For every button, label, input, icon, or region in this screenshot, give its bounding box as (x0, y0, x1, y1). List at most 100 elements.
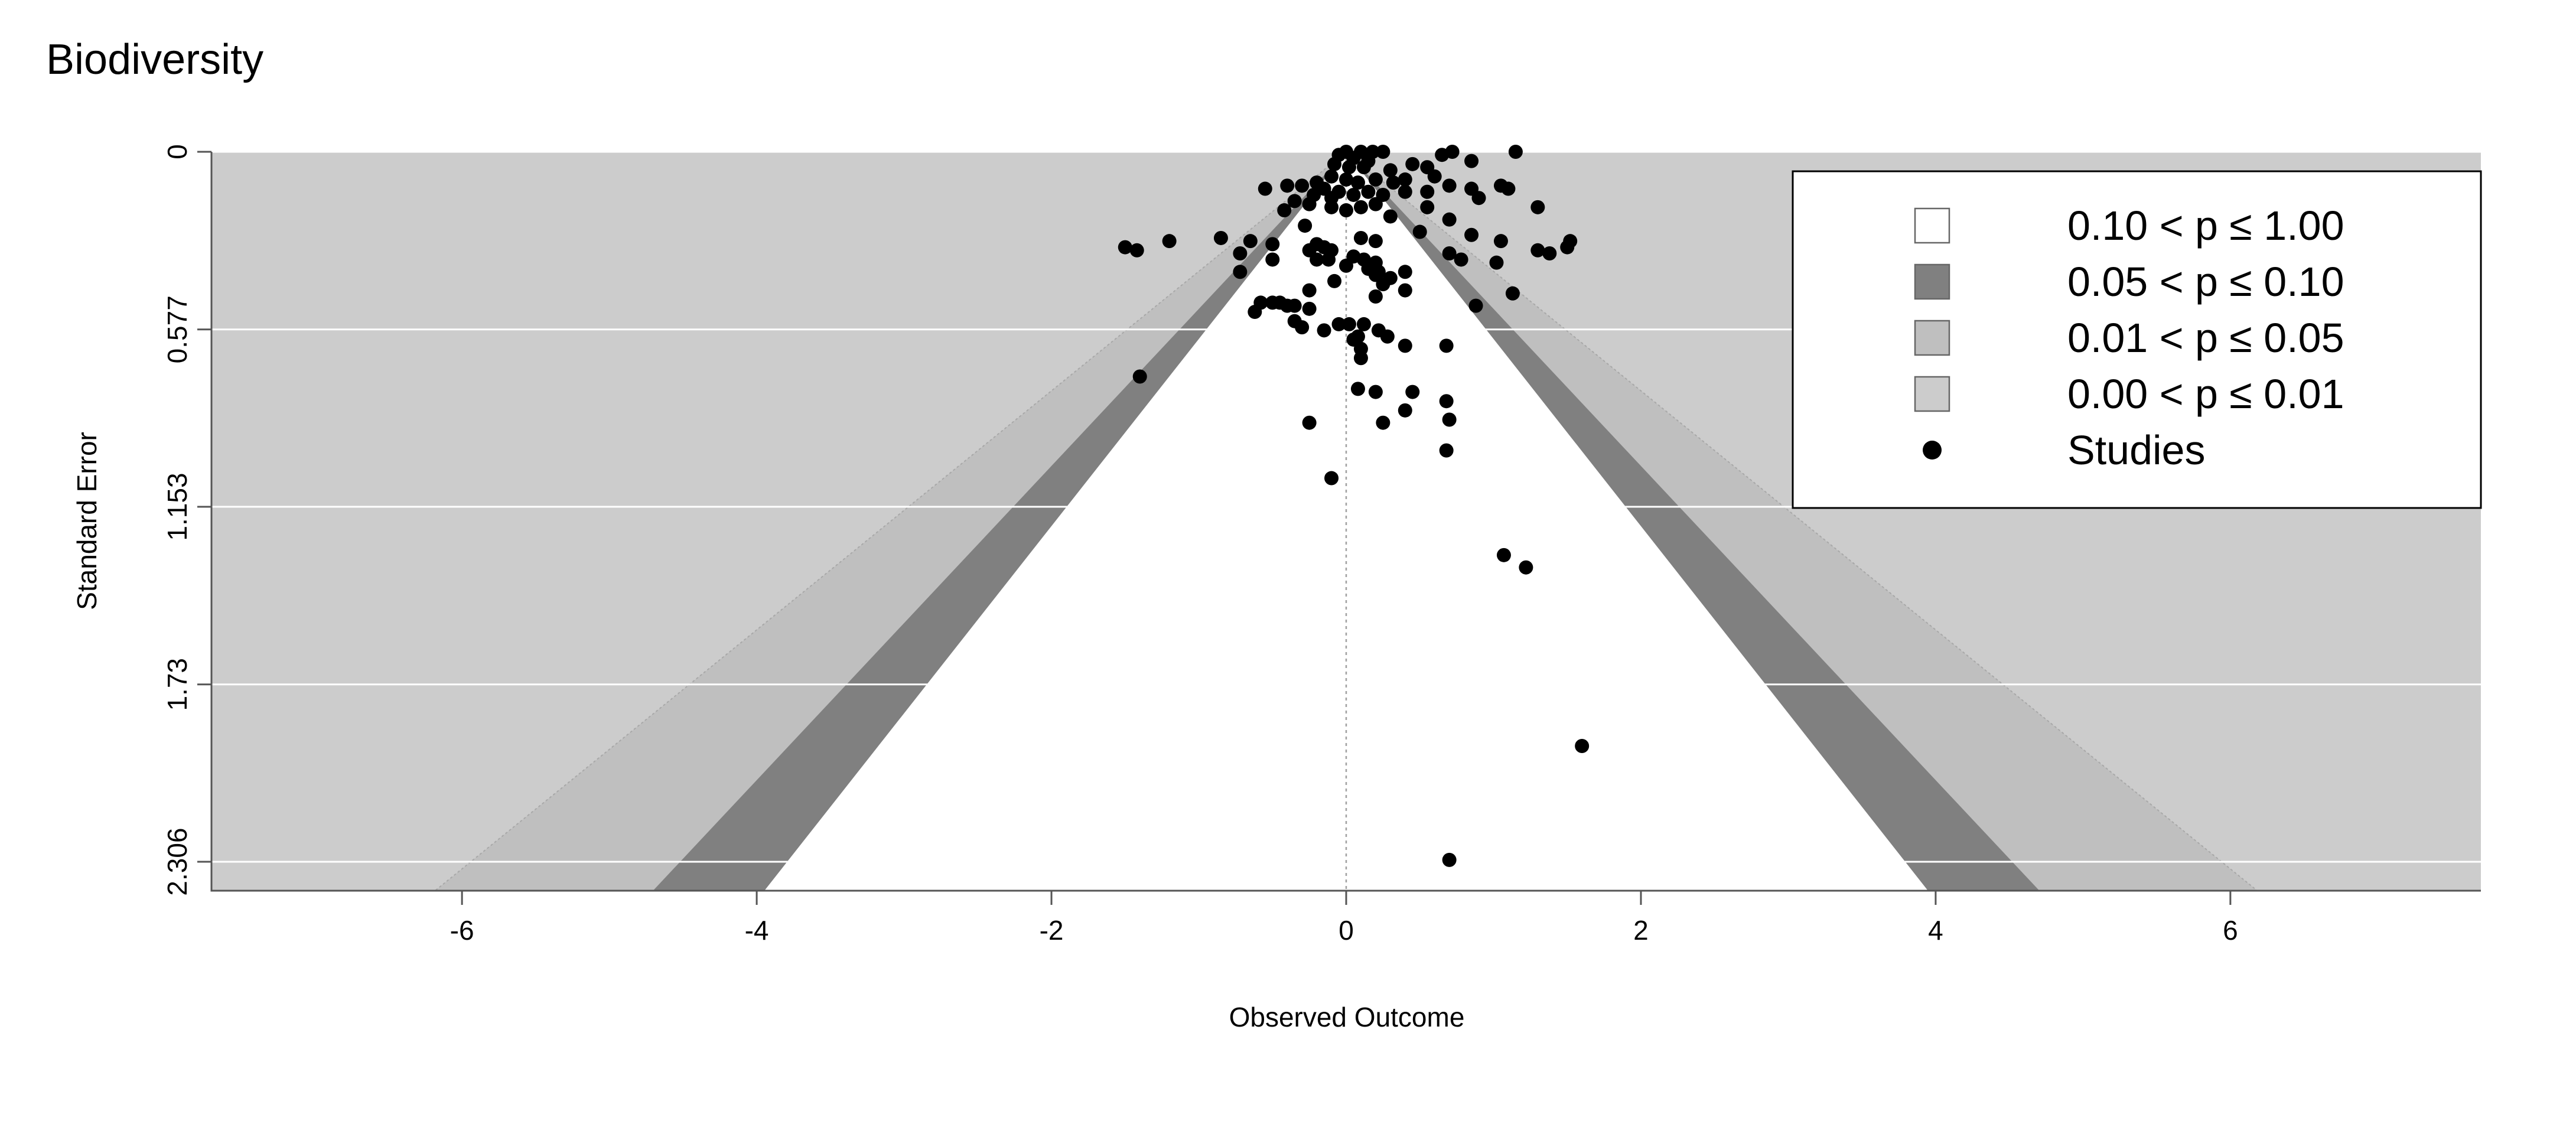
study-point (1132, 369, 1147, 384)
study-point (1398, 283, 1412, 298)
study-point (1383, 209, 1398, 224)
y-tick-label: 0 (162, 144, 193, 159)
x-axis: -6 -4 -2 0 2 4 6 (450, 891, 2238, 946)
study-point (1341, 160, 1356, 175)
study-point (1248, 305, 1262, 320)
legend-marker (1923, 441, 1942, 460)
chart-title: Biodiversity (46, 36, 263, 83)
study-points (1118, 145, 1590, 867)
study-point (1398, 184, 1412, 199)
study-point (1445, 145, 1460, 159)
x-tick-label: -6 (450, 915, 474, 946)
study-point (1353, 230, 1368, 245)
y-axis-label: Standard Error (71, 432, 102, 610)
study-point (1442, 852, 1457, 867)
study-point (1339, 258, 1353, 273)
study-point (1398, 265, 1412, 279)
study-point (1233, 246, 1248, 261)
study-point (1412, 224, 1427, 239)
study-point (1265, 237, 1280, 252)
study-point (1346, 332, 1361, 347)
study-point (1398, 403, 1412, 418)
legend-swatch (1914, 320, 1950, 356)
study-point (1368, 234, 1383, 249)
study-point (1398, 338, 1412, 353)
study-point (1298, 219, 1313, 233)
study-point (1471, 191, 1486, 206)
legend-box (1792, 170, 2482, 509)
legend: 0.10 < p ≤ 1.00 0.05 < p ≤ 0.10 0.01 < p ≤… (1792, 170, 2482, 509)
x-tick-label: 6 (2223, 915, 2238, 946)
study-point (1405, 157, 1420, 171)
contour-region-3 (764, 152, 1928, 891)
x-tick-label: 4 (1928, 915, 1943, 946)
study-point (1118, 240, 1132, 255)
study-point (1277, 203, 1292, 218)
study-point (1368, 289, 1383, 304)
study-point (1468, 298, 1483, 313)
study-point (1442, 246, 1457, 261)
study-point (1350, 382, 1365, 396)
study-point (1386, 175, 1401, 190)
study-point (1489, 255, 1504, 270)
legend-label: Studies (2067, 427, 2205, 473)
y-tick-label: 1.153 (162, 473, 193, 540)
study-point (1295, 178, 1310, 193)
study-point (1287, 298, 1302, 313)
legend-swatch (1914, 376, 1950, 412)
legend-label: 0.10 < p ≤ 1.00 (2067, 203, 2344, 249)
study-point (1302, 301, 1317, 316)
y-tick-label: 1.73 (162, 658, 193, 711)
study-point (1265, 252, 1280, 267)
x-tick-label: 2 (1633, 915, 1649, 946)
study-point (1324, 471, 1339, 486)
study-point (1376, 415, 1390, 430)
study-point (1287, 314, 1302, 328)
study-point (1439, 394, 1454, 409)
study-point (1542, 246, 1557, 261)
study-point (1317, 323, 1331, 338)
study-point (1213, 230, 1228, 245)
study-point (1321, 252, 1336, 267)
study-point (1302, 283, 1317, 298)
study-point (1508, 145, 1523, 159)
study-point (1376, 145, 1390, 159)
study-point (1398, 172, 1412, 187)
study-point (1310, 252, 1324, 267)
study-point (1368, 197, 1383, 211)
study-point (1233, 265, 1248, 279)
study-point (1280, 178, 1295, 193)
study-point (1376, 277, 1390, 292)
study-point (1519, 560, 1533, 575)
study-point (1575, 739, 1590, 754)
legend-label: 0.05 < p ≤ 0.10 (2067, 259, 2344, 305)
study-point (1353, 200, 1368, 214)
study-point (1405, 385, 1420, 399)
study-point (1496, 548, 1511, 562)
study-point (1464, 227, 1479, 242)
x-axis-label: Observed Outcome (1229, 1002, 1465, 1032)
study-point (1346, 187, 1361, 202)
legend-label: 0.00 < p ≤ 0.01 (2067, 371, 2344, 417)
y-tick-label: 2.306 (162, 827, 193, 895)
study-point (1439, 338, 1454, 353)
study-point (1442, 212, 1457, 227)
study-point (1493, 234, 1508, 249)
study-point (1302, 415, 1317, 430)
significance-contours (433, 151, 2259, 891)
x-tick-label: -2 (1040, 915, 1064, 946)
x-tick-label: -4 (745, 915, 769, 946)
x-tick-label: 0 (1339, 915, 1354, 946)
study-point (1327, 273, 1342, 288)
study-point (1368, 385, 1383, 399)
study-point (1464, 154, 1479, 168)
study-point (1530, 200, 1545, 214)
study-point (1162, 234, 1177, 249)
study-point (1505, 286, 1520, 301)
study-point (1287, 194, 1302, 208)
study-point (1427, 169, 1442, 184)
study-point (1439, 443, 1454, 458)
study-point (1383, 163, 1398, 178)
study-point (1380, 329, 1395, 344)
